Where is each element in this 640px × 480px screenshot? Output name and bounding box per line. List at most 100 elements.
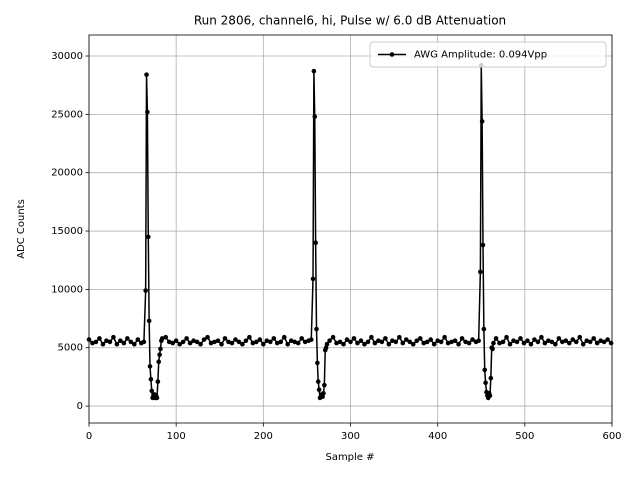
- data-point: [570, 337, 576, 342]
- data-point: [111, 334, 116, 340]
- data-point: [135, 337, 141, 342]
- data-point: [348, 339, 353, 345]
- data-point: [417, 336, 423, 341]
- x-tick-label: 400: [428, 431, 447, 442]
- data-point: [128, 339, 134, 345]
- data-point: [407, 339, 413, 345]
- data-point: [292, 339, 298, 345]
- data-point: [566, 340, 572, 346]
- data-point: [154, 395, 160, 401]
- y-tick-label: 25000: [51, 109, 83, 120]
- data-point: [104, 338, 109, 344]
- data-point: [250, 340, 256, 346]
- data-point: [482, 367, 488, 373]
- data-point: [125, 336, 130, 341]
- data-point: [215, 338, 221, 344]
- data-point: [594, 340, 600, 346]
- data-point: [315, 360, 320, 366]
- data-point: [400, 340, 406, 346]
- data-point: [390, 338, 395, 344]
- data-point: [320, 394, 325, 400]
- data-point: [507, 341, 513, 347]
- data-point: [312, 114, 318, 119]
- x-tick-label: 100: [167, 431, 186, 442]
- data-point: [233, 337, 238, 342]
- data-point: [358, 338, 364, 344]
- data-point: [431, 341, 437, 347]
- data-point: [257, 337, 263, 342]
- legend: AWG Amplitude: 0.094Vpp: [369, 41, 607, 68]
- data-point: [580, 341, 586, 347]
- data-point: [556, 336, 562, 341]
- data-point: [155, 379, 161, 384]
- data-point: [146, 318, 152, 324]
- data-point: [577, 334, 583, 340]
- data-point: [93, 339, 99, 345]
- data-point: [351, 336, 357, 341]
- data-point: [563, 338, 569, 344]
- data-point: [584, 338, 590, 344]
- data-point: [560, 339, 565, 345]
- data-point: [208, 340, 214, 346]
- data-point: [288, 338, 294, 344]
- data-point: [334, 340, 339, 346]
- data-point: [525, 338, 530, 344]
- data-point: [163, 334, 169, 340]
- data-point: [573, 339, 579, 345]
- data-point: [187, 340, 193, 346]
- data-point: [542, 340, 548, 346]
- data-point: [372, 340, 378, 346]
- x-tick-label: 300: [341, 431, 360, 442]
- y-tick-label: 0: [77, 401, 83, 412]
- data-point: [313, 240, 318, 246]
- data-point: [601, 339, 607, 345]
- data-point: [518, 336, 523, 341]
- data-point: [497, 340, 502, 346]
- data-point: [470, 337, 475, 342]
- data-point: [479, 119, 485, 124]
- data-point: [107, 339, 113, 345]
- data-point: [528, 341, 534, 347]
- data-point: [344, 337, 350, 342]
- data-point: [488, 375, 494, 381]
- data-point: [383, 336, 388, 341]
- data-point: [341, 341, 346, 347]
- data-point: [459, 336, 465, 341]
- data-point: [144, 72, 149, 77]
- data-point: [605, 337, 610, 342]
- data-point: [337, 339, 343, 345]
- data-point: [177, 341, 182, 347]
- legend-marker: [389, 52, 395, 57]
- data-point: [147, 364, 153, 369]
- data-point: [608, 340, 614, 346]
- data-point: [410, 341, 416, 347]
- data-point: [490, 346, 495, 352]
- data-point: [553, 341, 558, 347]
- data-point: [114, 341, 120, 347]
- data-point: [184, 336, 189, 341]
- data-point: [310, 276, 316, 282]
- data-point: [271, 336, 277, 341]
- y-axis-label: ADC Counts: [16, 199, 27, 259]
- data-point: [285, 341, 291, 347]
- legend-box: [369, 41, 607, 68]
- data-point: [149, 388, 155, 394]
- data-point: [159, 336, 165, 341]
- data-point: [514, 339, 520, 345]
- data-point: [521, 340, 527, 346]
- data-point: [379, 339, 385, 345]
- data-point: [173, 338, 179, 344]
- data-point: [321, 390, 326, 396]
- data-point: [281, 334, 287, 340]
- data-point: [222, 336, 228, 341]
- data-point: [330, 334, 336, 340]
- data-point: [145, 234, 151, 240]
- data-point: [362, 341, 367, 347]
- data-point: [278, 339, 284, 345]
- data-point: [308, 337, 314, 342]
- y-tick-label: 30000: [51, 51, 83, 62]
- data-point: [463, 339, 468, 345]
- data-point: [322, 382, 327, 388]
- data-point: [247, 334, 252, 340]
- data-point: [500, 339, 506, 345]
